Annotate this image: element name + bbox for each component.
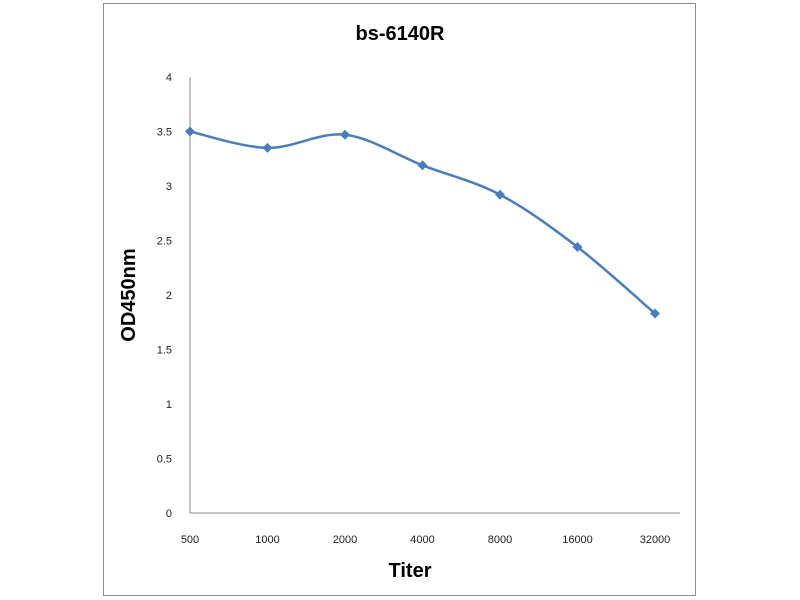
x-axis-label: Titer [389, 560, 432, 582]
y-tick-label: 2.5 [157, 236, 172, 248]
series-line [189, 130, 656, 315]
x-tick-label: 500 [181, 534, 199, 546]
y-axis-label: OD450nm [118, 248, 140, 341]
y-tick-label: 0 [166, 508, 172, 520]
y-tick-label: 1 [166, 399, 172, 411]
data-point-marker [650, 308, 660, 319]
data-point-marker [417, 160, 428, 171]
y-tick-label: 0.5 [157, 454, 172, 466]
data-point-marker [495, 189, 505, 200]
y-tick-label: 1.5 [157, 345, 172, 357]
x-tick-label: 16000 [562, 534, 593, 546]
x-tick-label: 2000 [333, 534, 357, 546]
y-tick-label: 4 [166, 72, 172, 84]
data-point-marker [185, 126, 195, 137]
y-tick-label: 3 [166, 181, 172, 193]
x-tick-label: 4000 [410, 534, 434, 546]
data-point-marker [340, 129, 350, 140]
chart-title: bs-6140R [356, 23, 445, 45]
x-tick-label: 8000 [488, 534, 512, 546]
x-tick-label: 1000 [255, 534, 279, 546]
y-tick-label: 3.5 [157, 127, 172, 139]
y-tick-label: 2 [166, 290, 172, 302]
data-point-marker [262, 142, 273, 153]
chart-frame [103, 3, 696, 596]
x-tick-label: 32000 [640, 534, 671, 546]
data-point-marker [572, 242, 583, 253]
